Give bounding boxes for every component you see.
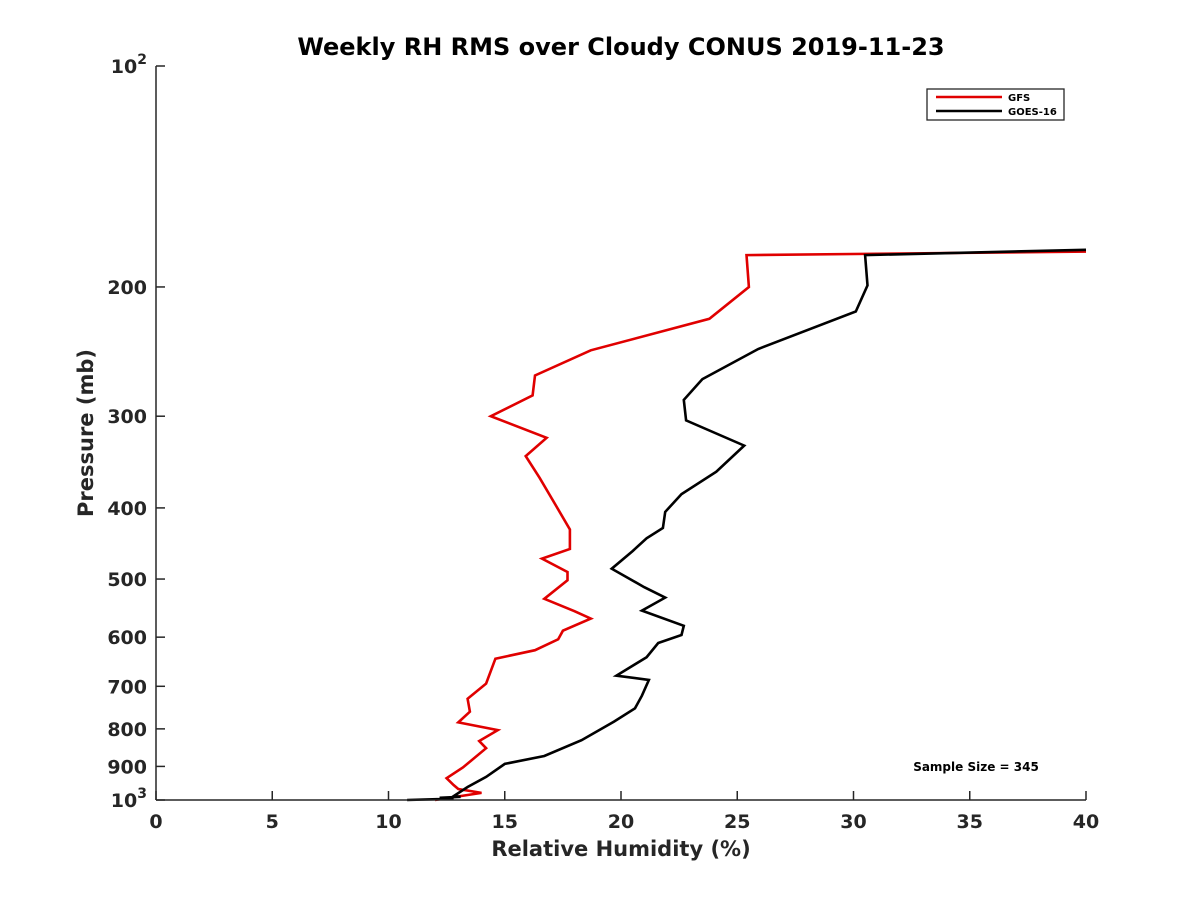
y-tick-label: 700 bbox=[107, 676, 147, 698]
chart-title: Weekly RH RMS over Cloudy CONUS 2019-11-… bbox=[297, 33, 944, 61]
y-tick-label: 800 bbox=[107, 719, 147, 741]
y-tick-base: 10 bbox=[111, 56, 137, 78]
legend-box bbox=[926, 88, 1065, 121]
series-line-goes-16 bbox=[407, 248, 1087, 802]
y-tick-exponent: 3 bbox=[137, 786, 147, 802]
legend-label-gfs: GFS bbox=[1008, 93, 1030, 104]
series-line-gfs bbox=[434, 250, 1087, 802]
x-tick-label: 20 bbox=[608, 811, 634, 833]
x-axis-label: Relative Humidity (%) bbox=[491, 837, 750, 861]
y-tick-label: 900 bbox=[107, 756, 147, 778]
y-tick-label: 102 bbox=[111, 52, 147, 78]
y-tick-base: 10 bbox=[111, 790, 137, 812]
y-axis-label: Pressure (mb) bbox=[74, 349, 98, 517]
series-layer bbox=[407, 248, 1087, 802]
y-tick-label: 300 bbox=[107, 406, 147, 428]
x-tick-label: 10 bbox=[375, 811, 401, 833]
y-tick-label: 400 bbox=[107, 498, 147, 520]
legend-label-goes16: GOES-16 bbox=[1008, 107, 1057, 118]
sample-size-annotation: Sample Size = 345 bbox=[913, 760, 1039, 774]
x-tick-label: 40 bbox=[1073, 811, 1099, 833]
y-tick-label: 600 bbox=[107, 627, 147, 649]
y-tick-label: 103 bbox=[111, 786, 147, 812]
y-tick-exponent: 2 bbox=[137, 52, 147, 68]
x-tick-label: 15 bbox=[492, 811, 518, 833]
x-tick-label: 30 bbox=[840, 811, 866, 833]
x-tick-label: 0 bbox=[149, 811, 162, 833]
x-tick-label: 5 bbox=[266, 811, 279, 833]
x-tick-label: 25 bbox=[724, 811, 750, 833]
legend: GFS GOES-16 bbox=[926, 88, 1065, 121]
x-ticks: 0 5 10 15 20 25 30 35 40 bbox=[149, 791, 1099, 833]
y-tick-label: 500 bbox=[107, 569, 147, 591]
x-tick-label: 35 bbox=[957, 811, 983, 833]
y-tick-label: 200 bbox=[107, 277, 147, 299]
